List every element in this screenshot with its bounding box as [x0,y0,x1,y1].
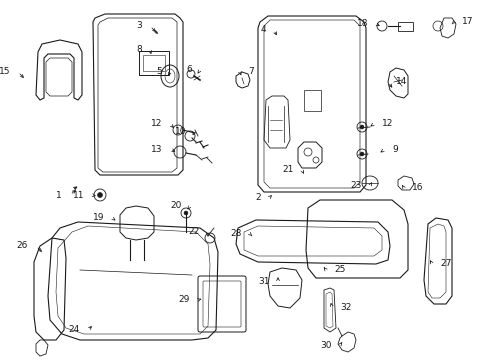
Text: 20: 20 [170,202,182,211]
Text: 27: 27 [439,260,450,269]
Text: 12: 12 [150,120,162,129]
Text: 2: 2 [255,194,261,202]
Text: 1: 1 [56,190,62,199]
Text: 13: 13 [150,144,162,153]
Text: 14: 14 [395,77,407,86]
Text: 18: 18 [356,19,367,28]
Text: 11: 11 [72,190,84,199]
Text: 28: 28 [230,230,242,238]
Text: 3: 3 [136,22,142,31]
Text: 30: 30 [320,341,331,350]
Text: 5: 5 [156,68,162,77]
Text: 26: 26 [17,242,28,251]
Text: 22: 22 [188,228,200,237]
Text: 9: 9 [391,145,397,154]
Text: 16: 16 [411,184,423,193]
Text: 4: 4 [260,26,265,35]
Text: 17: 17 [461,18,472,27]
Circle shape [359,125,363,129]
Text: 21: 21 [282,166,293,175]
Text: 29: 29 [178,296,190,305]
Text: 15: 15 [0,68,10,77]
Text: 25: 25 [333,266,345,274]
Circle shape [97,193,102,198]
Text: 23: 23 [350,181,361,190]
Text: 32: 32 [339,302,351,311]
Text: 12: 12 [381,120,392,129]
Text: 19: 19 [92,213,104,222]
Text: 6: 6 [186,66,192,75]
Text: 31: 31 [258,278,269,287]
Circle shape [183,211,187,215]
Text: 7: 7 [247,68,253,77]
Text: 24: 24 [69,325,80,334]
Text: 8: 8 [136,45,142,54]
Text: 10: 10 [174,127,185,136]
Circle shape [359,152,363,156]
